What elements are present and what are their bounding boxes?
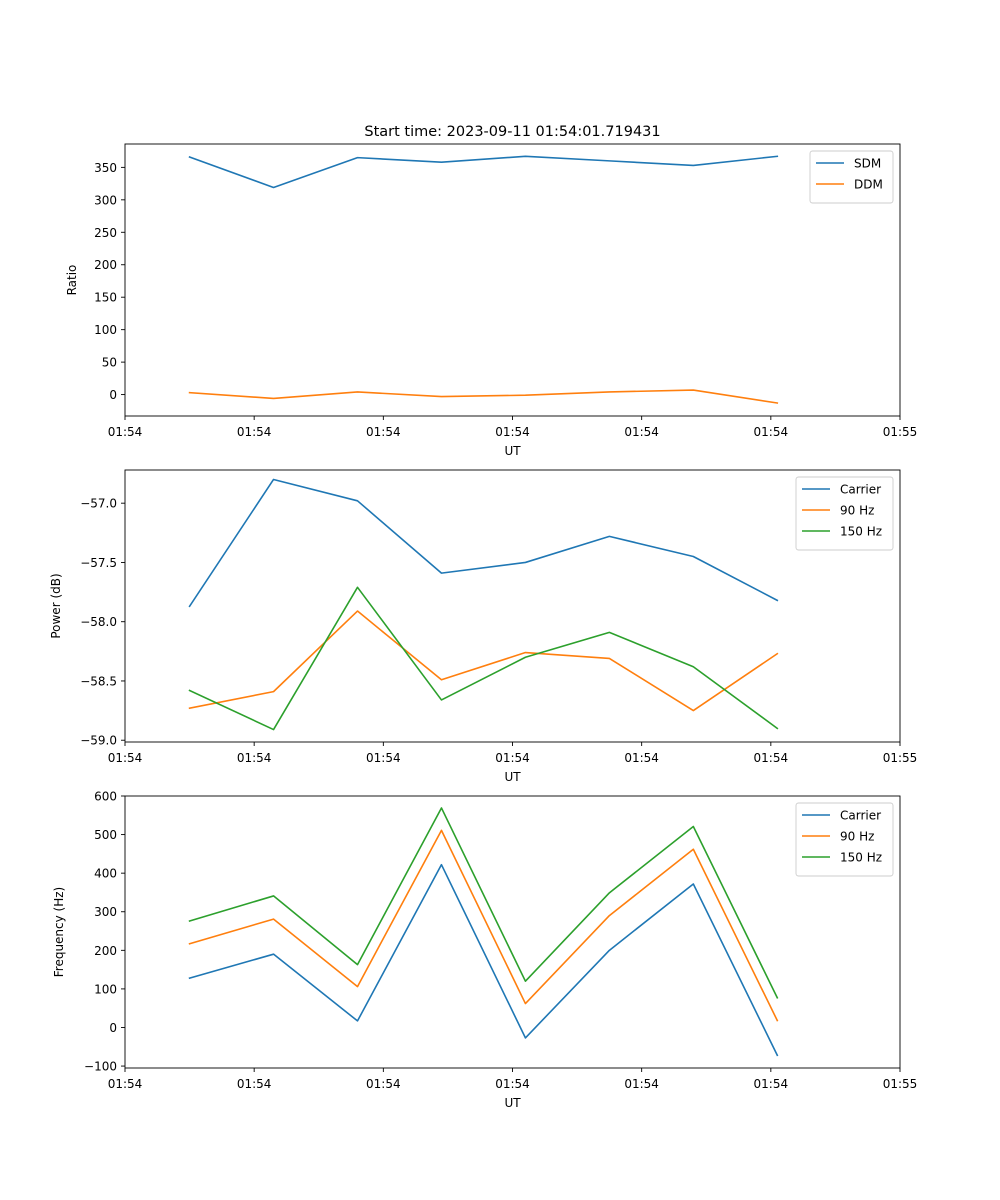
series-group: [188, 807, 779, 1057]
y-tick-label: 150: [94, 291, 117, 305]
subplot-1: Start time: 2023-09-11 01:54:01.71943101…: [65, 124, 917, 458]
series-line-carrier: [188, 863, 779, 1057]
x-tick-label: 01:54: [624, 425, 659, 439]
legend-label-90-hz: 90 Hz: [840, 830, 874, 844]
y-tick-label: −57.0: [80, 497, 117, 511]
y-tick-label: 350: [94, 161, 117, 175]
subplot-3: 01:54 01:54 01:54 01:54 01:54 01:54 01:55 UT −10…: [52, 790, 917, 1111]
y-axis-label: Power (dB): [49, 573, 63, 638]
y-tick-label: −58.0: [80, 615, 117, 629]
series-line-90-hz: [188, 610, 779, 712]
x-tick-label: 01:54: [366, 751, 401, 765]
y-tick-label: 50: [102, 356, 117, 370]
series-group: [188, 478, 779, 731]
legend-label-150-hz: 150 Hz: [840, 851, 882, 865]
legend-label-90-hz: 90 Hz: [840, 504, 874, 518]
y-tick-label: 250: [94, 226, 117, 240]
x-tick-label: 01:54: [495, 425, 530, 439]
x-tick-label: 01:54: [108, 1077, 143, 1091]
x-tick-label: 01:54: [237, 1077, 272, 1091]
y-tick-label: −57.5: [80, 556, 117, 570]
y-tick-label: −100: [84, 1060, 117, 1074]
series-line-150-hz: [188, 586, 779, 731]
y-tick-label: −59.0: [80, 734, 117, 748]
series-line-150-hz: [188, 807, 779, 999]
subplot-2: 01:54 01:54 01:54 01:54 01:54 01:54 01:55 UT −59…: [49, 469, 918, 784]
y-tick-label: 0: [109, 1021, 117, 1035]
legend-label-carrier: Carrier: [840, 809, 881, 823]
y-tick-label: 300: [94, 193, 117, 207]
legend-label-carrier: Carrier: [840, 483, 881, 497]
x-tick-label: 01:54: [754, 751, 789, 765]
x-tick-label: 01:54: [624, 1077, 659, 1091]
x-tick-label: 01:54: [108, 425, 143, 439]
y-tick-label: 100: [94, 982, 117, 996]
y-tick-label: 400: [94, 867, 117, 881]
series-line-carrier: [188, 478, 779, 608]
y-axis-label: Frequency (Hz): [52, 887, 66, 978]
x-axis-label: UT: [504, 444, 521, 458]
x-tick-label: 01:55: [883, 1077, 918, 1091]
x-tick-label: 01:54: [237, 425, 272, 439]
legend: SDM DDM: [809, 150, 894, 204]
x-tick-label: 01:54: [495, 1077, 530, 1091]
x-tick-label: 01:55: [883, 425, 918, 439]
legend-label-sdm: SDM: [854, 157, 881, 171]
x-tick-label: 01:54: [237, 751, 272, 765]
legend: Carrier 90 Hz 150 Hz: [795, 802, 894, 877]
y-tick-label: −58.5: [80, 674, 117, 688]
series-line-ddm: [188, 389, 779, 404]
legend-label-150-hz: 150 Hz: [840, 525, 882, 539]
subplots: Start time: 2023-09-11 01:54:01.71943101…: [49, 124, 917, 1110]
y-axis-label: Ratio: [65, 265, 79, 296]
series-group: [188, 155, 779, 404]
x-tick-label: 01:54: [754, 425, 789, 439]
x-tick-label: 01:55: [883, 751, 918, 765]
legend-box: [809, 150, 894, 204]
y-tick-label: 300: [94, 905, 117, 919]
y-tick-label: 0: [109, 388, 117, 402]
y-tick-label: 200: [94, 944, 117, 958]
x-tick-label: 01:54: [754, 1077, 789, 1091]
y-tick-label: 100: [94, 323, 117, 337]
x-tick-label: 01:54: [366, 425, 401, 439]
x-tick-label: 01:54: [495, 751, 530, 765]
x-axis-label: UT: [504, 1096, 521, 1110]
legend-label-ddm: DDM: [854, 178, 883, 192]
x-axis-label: UT: [504, 770, 521, 784]
y-tick-label: 200: [94, 258, 117, 272]
chart-title: Start time: 2023-09-11 01:54:01.719431: [364, 124, 660, 140]
x-tick-label: 01:54: [108, 751, 143, 765]
y-tick-label: 500: [94, 828, 117, 842]
x-tick-label: 01:54: [624, 751, 659, 765]
y-tick-label: 600: [94, 790, 117, 804]
x-tick-label: 01:54: [366, 1077, 401, 1091]
legend: Carrier 90 Hz 150 Hz: [795, 476, 894, 551]
series-line-90-hz: [188, 829, 779, 1022]
series-line-sdm: [188, 155, 779, 189]
